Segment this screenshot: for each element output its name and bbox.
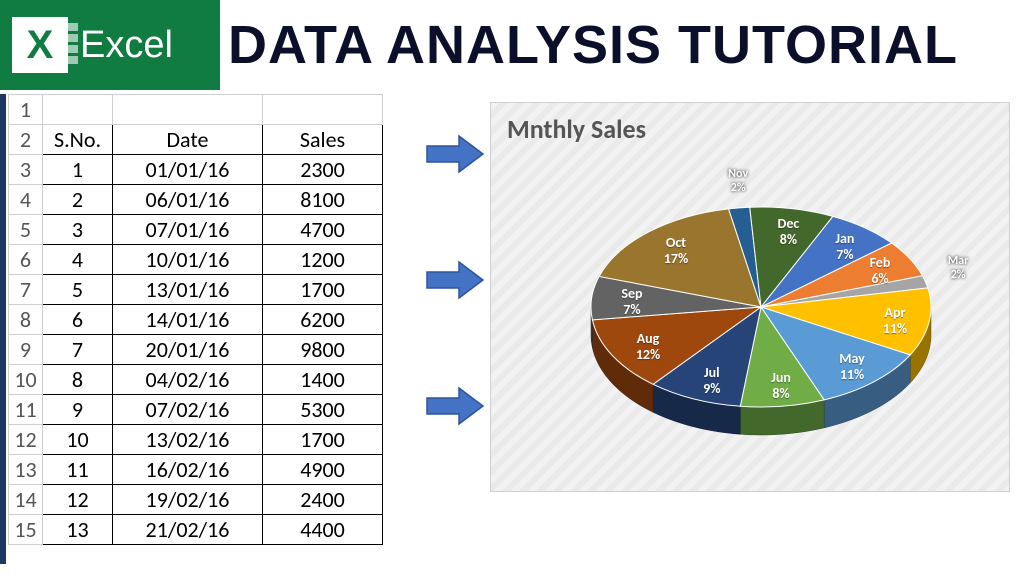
cell[interactable]: 4700 (263, 215, 383, 245)
arrow-right-icon (425, 386, 485, 426)
cell[interactable]: 06/01/16 (113, 185, 263, 215)
pie-chart: Jan7%Feb6%Mar2%Apr11%May11%Jun8%Jul9%Aug… (581, 157, 941, 487)
spreadsheet: 12S.No.DateSales3101/01/1623004206/01/16… (0, 94, 420, 576)
cell[interactable]: 07/01/16 (113, 215, 263, 245)
row-header[interactable]: 11 (9, 395, 43, 425)
row-header[interactable]: 10 (9, 365, 43, 395)
cell[interactable]: 6 (43, 305, 113, 335)
slice-label: Jun8% (758, 370, 804, 402)
cell[interactable]: 20/01/16 (113, 335, 263, 365)
cell[interactable]: 19/02/16 (113, 485, 263, 515)
slice-label: Feb6% (857, 255, 903, 287)
chart-box[interactable]: Mnthly Sales Jan7%Feb6%Mar2%Apr11%May11%… (490, 102, 1010, 492)
arrow-column (420, 94, 490, 576)
row-header[interactable]: 13 (9, 455, 43, 485)
slice-label: Nov2% (715, 168, 761, 196)
cell[interactable]: 4900 (263, 455, 383, 485)
cell[interactable] (43, 95, 113, 125)
cell[interactable]: 12 (43, 485, 113, 515)
cell[interactable]: 6200 (263, 305, 383, 335)
cell[interactable]: 13 (43, 515, 113, 545)
slice-label: Dec8% (765, 216, 811, 248)
excel-app-name: Excel (80, 24, 173, 67)
cell[interactable]: 8100 (263, 185, 383, 215)
cell[interactable]: 9 (43, 395, 113, 425)
row-header[interactable]: 6 (9, 245, 43, 275)
cell[interactable]: 2 (43, 185, 113, 215)
slice-label: Aug12% (625, 331, 671, 363)
cell[interactable]: 3 (43, 215, 113, 245)
cell[interactable] (113, 95, 263, 125)
cell[interactable]: 2300 (263, 155, 383, 185)
cell[interactable]: 14/01/16 (113, 305, 263, 335)
row-header[interactable]: 2 (9, 125, 43, 155)
column-header[interactable]: S.No. (43, 125, 113, 155)
slice-label: Sep7% (609, 286, 655, 318)
content: 12S.No.DateSales3101/01/1623004206/01/16… (0, 94, 1024, 576)
cell[interactable]: 10/01/16 (113, 245, 263, 275)
chart-area: Mnthly Sales Jan7%Feb6%Mar2%Apr11%May11%… (490, 94, 1024, 576)
cell[interactable]: 7 (43, 335, 113, 365)
cell[interactable]: 16/02/16 (113, 455, 263, 485)
arrow-right-icon (425, 260, 485, 300)
slice-label: Apr11% (872, 305, 918, 337)
cell[interactable]: 9800 (263, 335, 383, 365)
cell[interactable]: 11 (43, 455, 113, 485)
row-header[interactable]: 4 (9, 185, 43, 215)
slice-label: Jul9% (689, 365, 735, 397)
cell[interactable]: 5 (43, 275, 113, 305)
cell[interactable]: 04/02/16 (113, 365, 263, 395)
slice-label: Oct17% (653, 235, 699, 267)
left-strip (0, 94, 6, 576)
cell[interactable]: 1700 (263, 275, 383, 305)
row-header[interactable]: 7 (9, 275, 43, 305)
chart-title: Mnthly Sales (507, 113, 646, 145)
arrow-right-icon (425, 134, 485, 174)
cell[interactable]: 1700 (263, 425, 383, 455)
excel-icon-bars (64, 23, 78, 67)
cell[interactable]: 13/02/16 (113, 425, 263, 455)
header: X Excel DATA ANALYSIS TUTORIAL (0, 0, 1024, 90)
cell[interactable]: 13/01/16 (113, 275, 263, 305)
cell[interactable]: 4400 (263, 515, 383, 545)
row-header[interactable]: 14 (9, 485, 43, 515)
slice-label: May11% (829, 351, 875, 383)
cell[interactable]: 4 (43, 245, 113, 275)
page-title: DATA ANALYSIS TUTORIAL (228, 14, 958, 76)
excel-x-glyph: X (27, 23, 54, 68)
column-header[interactable]: Sales (263, 125, 383, 155)
row-header[interactable]: 15 (9, 515, 43, 545)
row-header[interactable]: 8 (9, 305, 43, 335)
cell[interactable]: 07/02/16 (113, 395, 263, 425)
cell[interactable]: 8 (43, 365, 113, 395)
slice-label: Mar2% (935, 255, 981, 283)
cell[interactable]: 21/02/16 (113, 515, 263, 545)
cell[interactable]: 01/01/16 (113, 155, 263, 185)
row-header[interactable]: 5 (9, 215, 43, 245)
row-header[interactable]: 3 (9, 155, 43, 185)
excel-logo: X Excel (0, 0, 220, 90)
cell[interactable] (263, 95, 383, 125)
row-header[interactable]: 9 (9, 335, 43, 365)
column-header[interactable]: Date (113, 125, 263, 155)
cell[interactable]: 1200 (263, 245, 383, 275)
excel-icon: X (12, 17, 68, 73)
row-header[interactable]: 12 (9, 425, 43, 455)
cell[interactable]: 2400 (263, 485, 383, 515)
cell[interactable]: 1400 (263, 365, 383, 395)
cell[interactable]: 5300 (263, 395, 383, 425)
data-table[interactable]: 12S.No.DateSales3101/01/1623004206/01/16… (8, 94, 383, 545)
cell[interactable]: 10 (43, 425, 113, 455)
row-header[interactable]: 1 (9, 95, 43, 125)
cell[interactable]: 1 (43, 155, 113, 185)
